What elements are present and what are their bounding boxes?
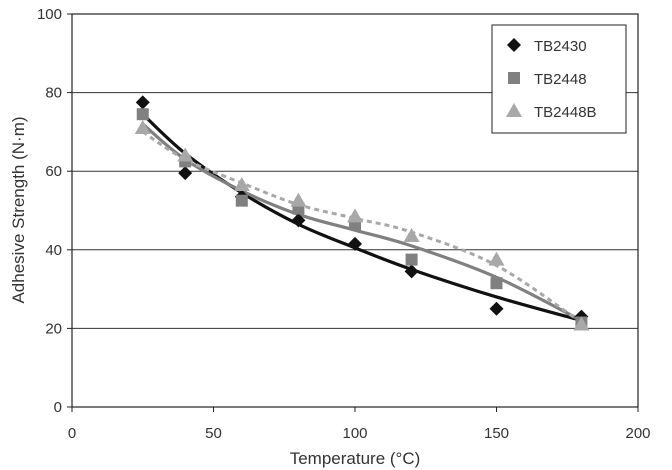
trend-line-tb2430 — [141, 113, 582, 323]
legend-label: TB2448 — [534, 71, 587, 88]
data-point-tb2430 — [404, 264, 419, 279]
data-point-tb2448b — [347, 208, 363, 223]
data-point-tb2448b — [488, 251, 505, 266]
y-tick-label: 80 — [45, 85, 62, 102]
data-point-tb2448b — [573, 316, 590, 331]
data-point-tb2448 — [405, 253, 418, 266]
legend-marker-tb2448b — [506, 103, 522, 117]
data-point-tb2430 — [178, 166, 193, 181]
data-point-tb2448b — [290, 192, 307, 207]
axis-ticks: 0 20 40 60 80 100 0 50 100 150 200 — [37, 6, 651, 442]
legend-marker-tb2448 — [508, 72, 520, 84]
data-points — [134, 95, 590, 331]
data-point-tb2448 — [490, 277, 503, 290]
y-tick-label: 0 — [54, 399, 62, 416]
legend-marker-tb2430 — [507, 38, 521, 52]
data-point-tb2430 — [489, 301, 504, 316]
legend: TB2430 TB2448 TB2448B — [491, 24, 627, 134]
x-tick-label: 100 — [342, 425, 367, 442]
data-point-tb2448b — [403, 228, 420, 243]
data-point-tb2448b — [134, 119, 151, 134]
x-tick-label: 50 — [205, 425, 222, 442]
data-point-tb2448 — [136, 108, 149, 121]
x-tick-label: 200 — [625, 425, 650, 442]
y-tick-label: 100 — [37, 6, 62, 23]
data-point-tb2430 — [291, 213, 306, 228]
y-axis-title: Adhesive Strength (N·m) — [9, 116, 28, 303]
x-tick-label: 150 — [484, 425, 509, 442]
x-tick-label: 0 — [68, 425, 76, 442]
trend-lines — [141, 113, 583, 324]
data-point-tb2448b — [233, 176, 250, 191]
data-point-tb2430 — [348, 236, 362, 251]
data-point-tb2448 — [235, 194, 248, 207]
y-tick-label: 60 — [45, 163, 62, 180]
y-tick-label: 40 — [45, 242, 62, 259]
legend-label: TB2448B — [534, 104, 597, 121]
trend-line-tb2448b — [141, 130, 583, 324]
y-tick-label: 20 — [45, 320, 62, 337]
data-point-tb2430 — [135, 95, 150, 110]
legend-label: TB2430 — [534, 38, 587, 55]
data-point-tb2448b — [177, 147, 194, 162]
x-axis-title: Temperature (°C) — [290, 449, 421, 468]
